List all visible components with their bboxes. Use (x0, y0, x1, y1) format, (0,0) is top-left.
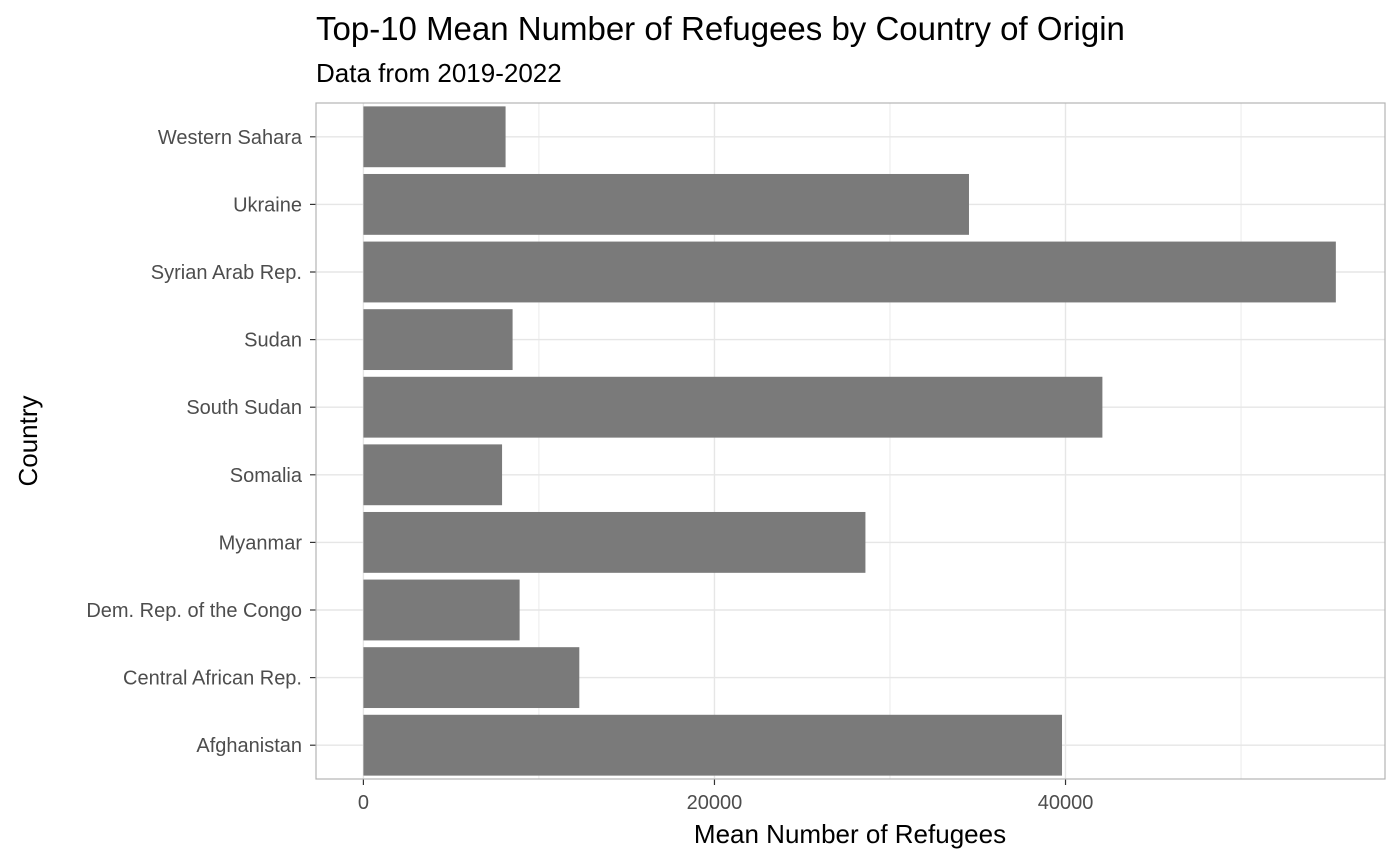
bar-afghanistan (363, 714, 1063, 776)
y-axis-title: Country (13, 395, 43, 486)
y-tick-label: Somalia (230, 465, 303, 487)
y-tick-label: Dem. Rep. of the Congo (86, 600, 302, 622)
y-tick-label: Myanmar (219, 532, 303, 554)
panel-border (315, 102, 1386, 780)
x-tick-label: 0 (358, 792, 369, 814)
y-axis: Afghanistan Central African Rep. Dem. Rep.… (86, 127, 316, 757)
y-tick-label: Western Sahara (158, 127, 303, 149)
bar-western-sahara (363, 106, 506, 168)
bars (363, 106, 1336, 776)
chart-title: Top-10 Mean Number of Refugees by Countr… (316, 10, 1125, 47)
x-tick-label: 40000 (1038, 792, 1094, 814)
bar-dem-rep-of-the-congo (363, 579, 520, 641)
bar-syrian-arab-rep (363, 241, 1336, 303)
y-tick-label: Syrian Arab Rep. (151, 262, 302, 284)
x-tick-label: 20000 (687, 792, 743, 814)
bar-myanmar (363, 511, 866, 573)
y-tick-label: Afghanistan (196, 735, 302, 757)
bar-south-sudan (363, 376, 1103, 438)
bar-somalia (363, 444, 503, 506)
chart-subtitle: Data from 2019-2022 (316, 58, 562, 88)
x-axis-title: Mean Number of Refugees (694, 819, 1006, 849)
y-tick-label: Central African Rep. (123, 668, 302, 690)
bar-central-african-rep (363, 647, 580, 709)
y-tick-label: Ukraine (233, 194, 302, 216)
y-tick-label: Sudan (244, 330, 302, 352)
bar-sudan (363, 309, 513, 371)
bar-ukraine (363, 173, 969, 235)
x-axis: 0 20000 40000 (358, 779, 1094, 814)
y-tick-label: South Sudan (186, 397, 302, 419)
